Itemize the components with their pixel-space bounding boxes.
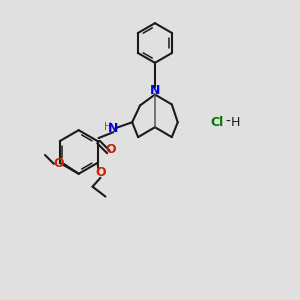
Text: H: H: [103, 122, 111, 132]
Text: O: O: [53, 158, 64, 170]
Text: O: O: [105, 142, 116, 155]
Text: H: H: [230, 116, 240, 129]
Text: N: N: [150, 84, 160, 97]
Text: O: O: [95, 166, 106, 179]
Text: -: -: [226, 115, 231, 129]
Text: N: N: [108, 122, 118, 135]
Text: Cl: Cl: [211, 116, 224, 129]
